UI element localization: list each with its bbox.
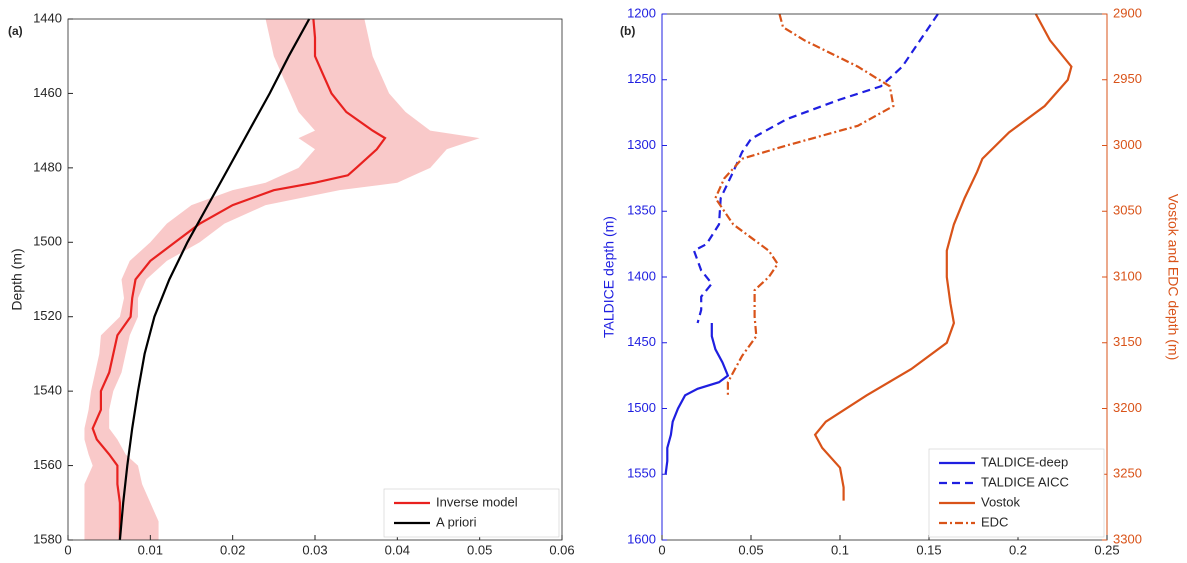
x-tick-label: 0.01: [138, 542, 163, 557]
x-tick-label: 0.02: [220, 542, 245, 557]
y-tick-label: 1450: [627, 334, 656, 349]
y-axis-label: Depth (m): [9, 248, 25, 310]
y-tick-label: 1250: [627, 71, 656, 86]
y2-axis-label: Vostok and EDC depth (m): [1165, 194, 1181, 361]
x-tick-label: 0.1: [831, 542, 849, 557]
y-tick-label: 1600: [627, 531, 656, 546]
x-tick-label: 0.2: [1009, 542, 1027, 557]
y-tick-label: 1440: [33, 10, 62, 25]
y2-tick-label: 3300: [1113, 531, 1142, 546]
series-line: [694, 14, 938, 323]
x-tick-label: 0.03: [302, 542, 327, 557]
series-line: [120, 19, 309, 540]
y2-tick-label: 3250: [1113, 466, 1142, 481]
panel-label: (a): [8, 24, 23, 38]
legend-label: EDC: [981, 514, 1008, 529]
y2-tick-label: 3000: [1113, 137, 1142, 152]
y-tick-label: 1500: [33, 234, 62, 249]
y2-tick-label: 2950: [1113, 71, 1142, 86]
x-tick-label: 0.04: [385, 542, 410, 557]
series-line: [815, 14, 1071, 501]
uncertainty-band: [84, 19, 479, 540]
series-line: [715, 14, 893, 395]
x-tick-label: 0.06: [549, 542, 574, 557]
y2-tick-label: 3100: [1113, 268, 1142, 283]
series-line: [666, 323, 728, 474]
y-tick-label: 1480: [33, 159, 62, 174]
legend-label: Inverse model: [436, 494, 518, 509]
panel-label: (b): [620, 24, 635, 38]
y2-tick-label: 3150: [1113, 334, 1142, 349]
legend-label: Vostok: [981, 494, 1021, 509]
legend-label: TALDICE-deep: [981, 454, 1068, 469]
y-axis-label: TALDICE depth (m): [601, 216, 617, 338]
y2-tick-label: 2900: [1113, 5, 1142, 20]
y-tick-label: 1520: [33, 308, 62, 323]
x-tick-label: 0.05: [467, 542, 492, 557]
x-tick-label: 0.15: [916, 542, 941, 557]
y2-tick-label: 3050: [1113, 203, 1142, 218]
y-tick-label: 1400: [627, 268, 656, 283]
legend-label: TALDICE AICC: [981, 474, 1069, 489]
y-tick-label: 1540: [33, 383, 62, 398]
y-tick-label: 1500: [627, 400, 656, 415]
y-tick-label: 1350: [627, 203, 656, 218]
legend-label: A priori: [436, 514, 477, 529]
y-tick-label: 1460: [33, 85, 62, 100]
y-tick-label: 1560: [33, 457, 62, 472]
x-tick-label: 0: [64, 542, 71, 557]
y-tick-label: 1200: [627, 5, 656, 20]
y-tick-label: 1300: [627, 137, 656, 152]
y-tick-label: 1550: [627, 466, 656, 481]
x-tick-label: 0: [658, 542, 665, 557]
y2-tick-label: 3200: [1113, 400, 1142, 415]
y-tick-label: 1580: [33, 531, 62, 546]
x-tick-label: 0.05: [738, 542, 763, 557]
